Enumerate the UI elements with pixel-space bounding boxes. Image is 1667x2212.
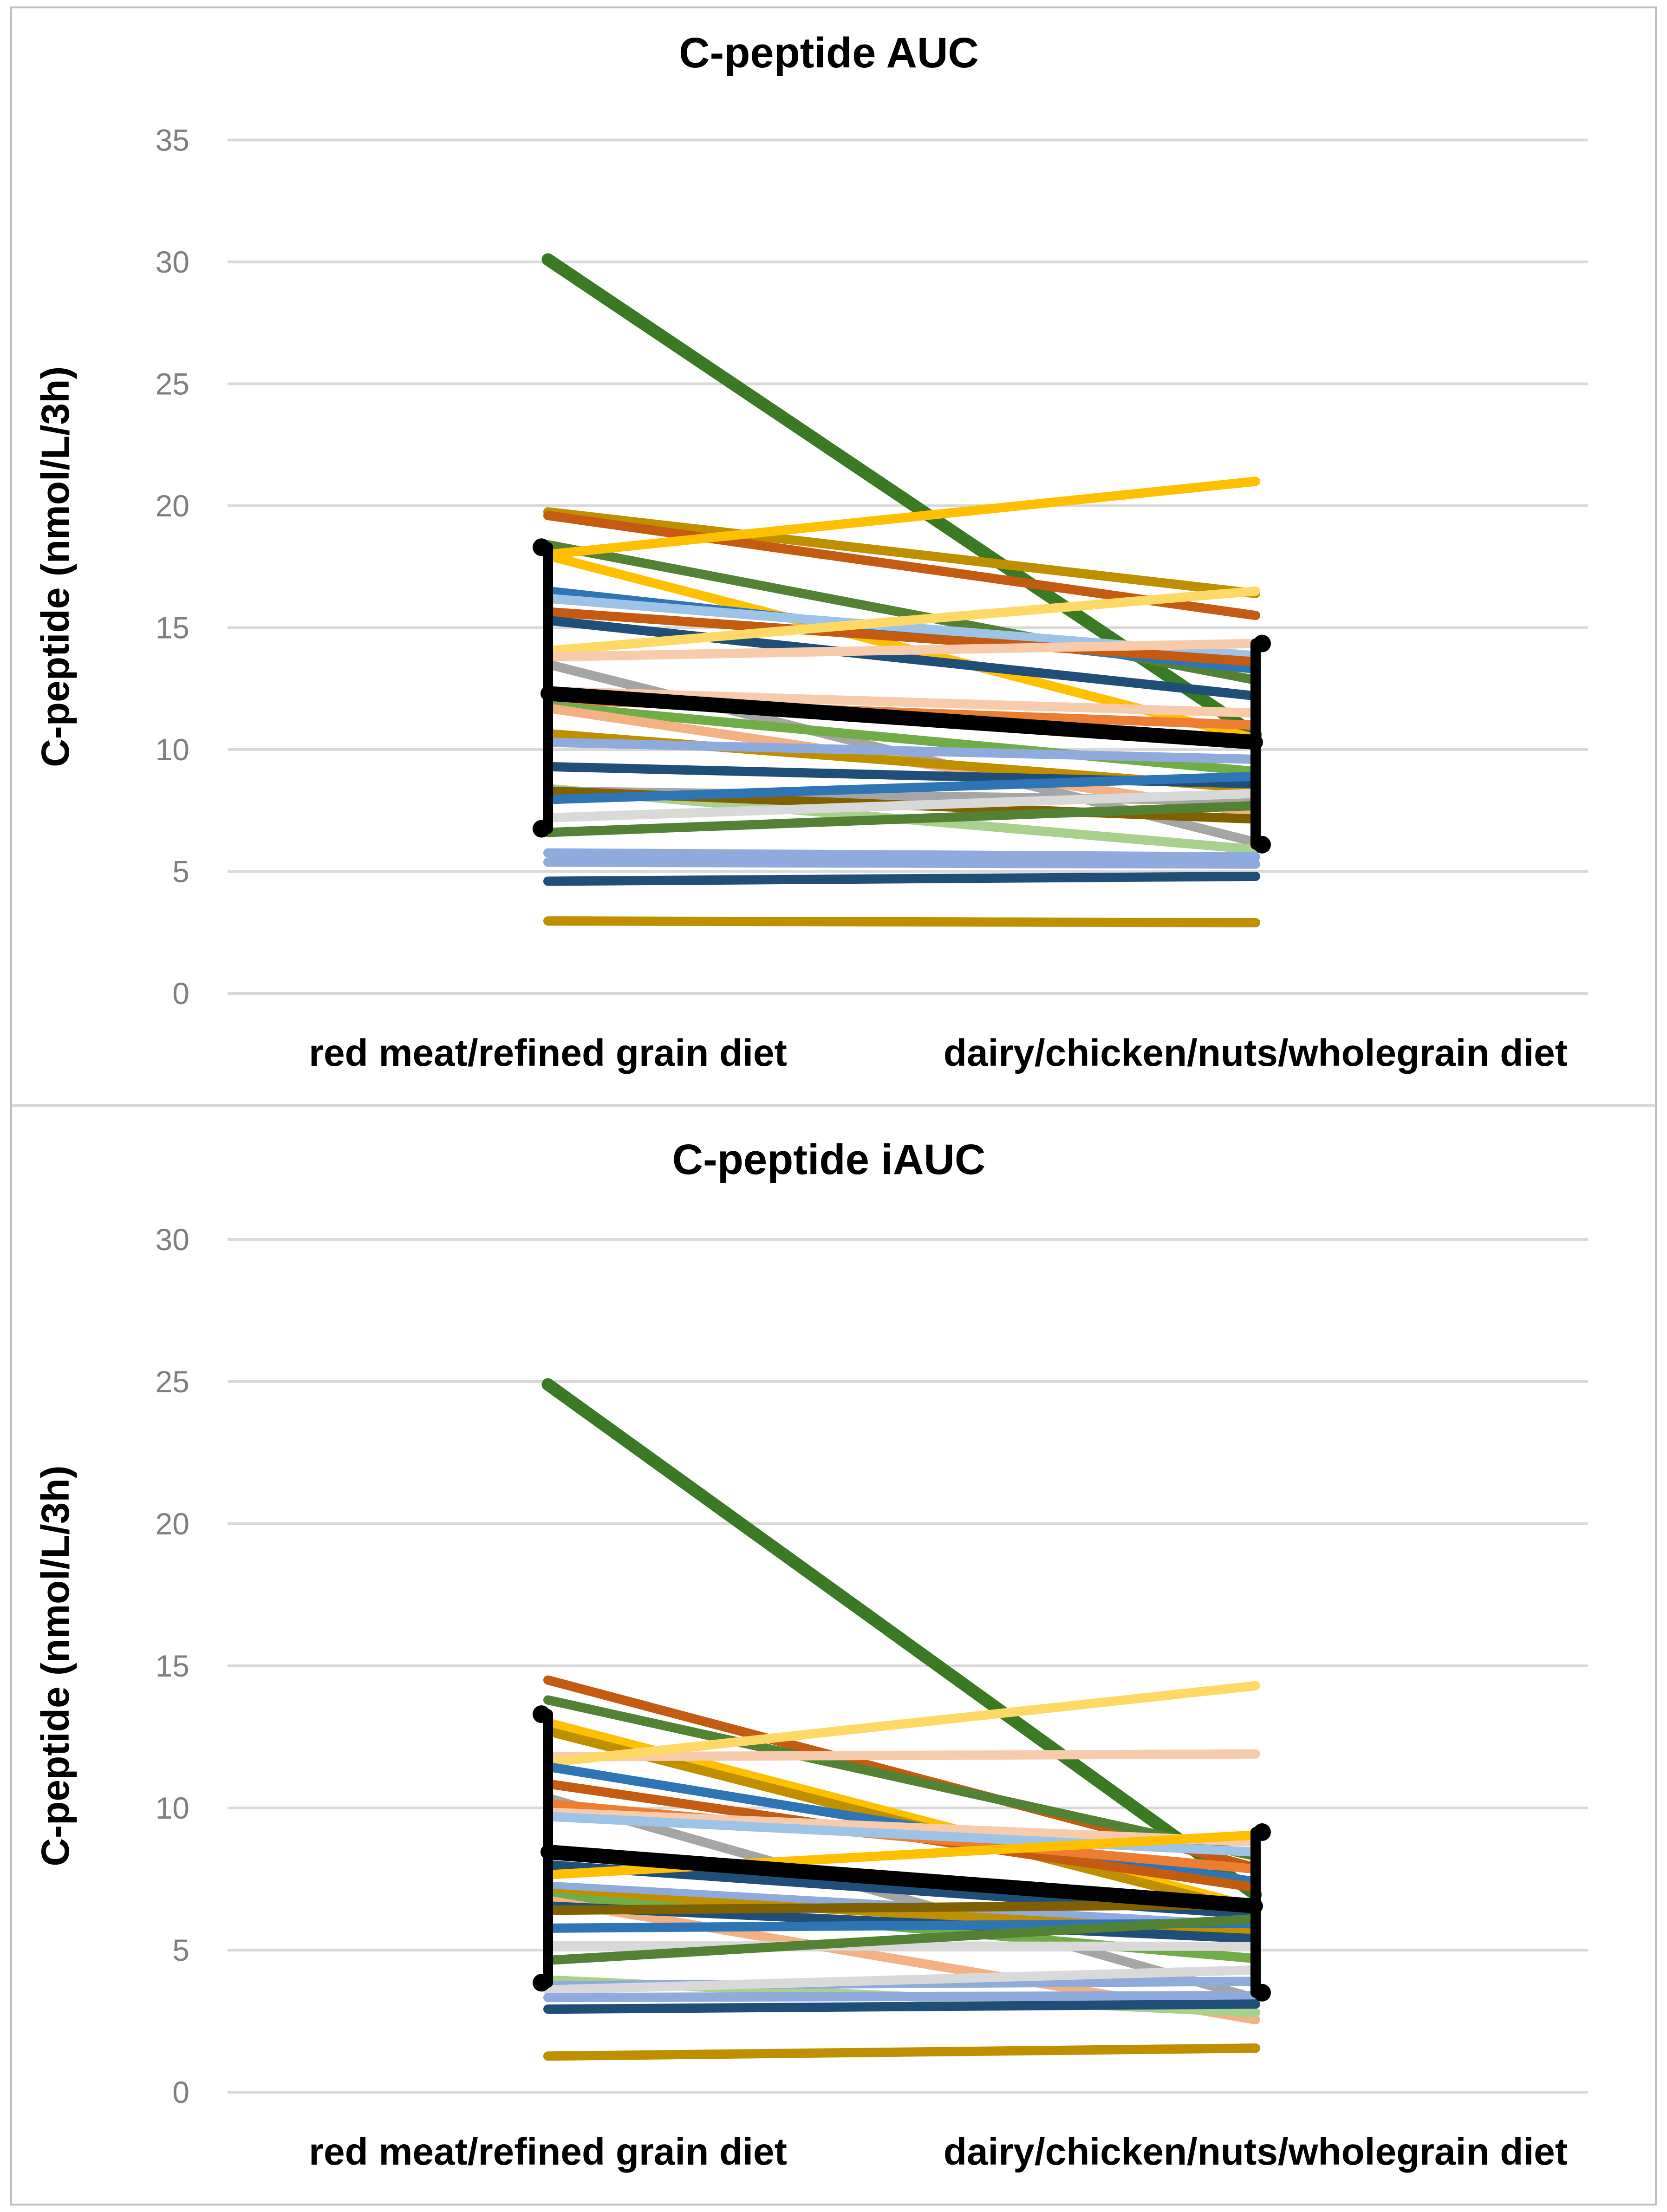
y-axis-tick-label: 5 (172, 1933, 189, 1967)
participant-line (543, 607, 1260, 666)
participant-line (543, 872, 1260, 886)
participant-line (543, 1749, 1260, 1762)
participant-line (543, 507, 1260, 598)
y-axis-title: C-peptide (nmol/L/3h) (33, 1465, 77, 1866)
y-axis-tick-label: 5 (172, 855, 189, 889)
participant-line (543, 1914, 1260, 1965)
error-bar-cap-bottom (1253, 1984, 1271, 2002)
participant-line (543, 789, 1260, 822)
mean-line (540, 686, 1263, 750)
mean-line (540, 1844, 1263, 1914)
error-bar-cap-bottom (533, 1974, 550, 1992)
y-axis-tick-label: 0 (172, 976, 189, 1011)
y-axis-tick-label: 10 (156, 1791, 189, 1825)
x-category-label: red meat/refined grain diet (309, 1032, 787, 1074)
y-axis-tick-label: 25 (156, 1364, 189, 1399)
y-axis-tick-label: 15 (156, 611, 189, 645)
participant-line (543, 476, 1260, 559)
participant-line (543, 1793, 1260, 2003)
panel-divider (12, 1104, 1655, 1107)
participant-line (543, 639, 1260, 662)
y-axis-tick-label: 25 (156, 367, 189, 401)
error-bar-cap-top (533, 538, 550, 556)
participant-line (543, 857, 1260, 869)
y-axis-tick-label: 20 (156, 1507, 189, 1541)
participant-line (543, 615, 1260, 701)
participant-line (541, 1378, 1262, 1901)
chart-cpeptide-auc: 0 5 10 15 20 25 30 35 C-peptide AUC C-peptide (nm… (33, 29, 1588, 1074)
y-axis-tick-label: 20 (156, 489, 189, 523)
chart-cpeptide-iauc: 0 5 10 15 20 25 30 C-peptide iAUC C-peptide (nmo… (0, 1107, 1667, 2212)
error-bar-cap-top (1253, 1823, 1271, 1841)
y-axis-tick-label: 30 (156, 245, 189, 279)
participant-line (543, 1695, 1260, 1861)
error-bar-cap-bottom (533, 820, 550, 838)
participant-line (543, 1681, 1260, 1768)
participant-line (543, 916, 1260, 927)
y-axis-tick-label: 30 (156, 1222, 189, 1257)
x-category-label: dairy/chicken/nuts/wholegrain diet (944, 2131, 1568, 2173)
participant-line (543, 586, 1260, 656)
x-category-label: red meat/refined grain diet (309, 2131, 787, 2173)
x-category-label: dairy/chicken/nuts/wholegrain diet (944, 1032, 1568, 1074)
participant-line (543, 737, 1260, 764)
chart-title: C-peptide iAUC (672, 1136, 986, 1183)
error-bar-cap-top (533, 1705, 550, 1723)
participant-line (543, 771, 1260, 804)
participant-line (543, 1990, 1260, 2003)
participant-line (543, 1900, 1260, 1915)
error-bar-cap-top (1253, 634, 1271, 653)
participant-line (543, 848, 1260, 861)
y-axis-tick-label: 15 (156, 1649, 189, 1683)
chart-title: C-peptide AUC (679, 29, 979, 77)
y-axis-tick-label: 35 (156, 123, 189, 157)
y-axis-title: C-peptide (nmol/L/3h) (33, 366, 77, 767)
y-axis-tick-label: 10 (156, 732, 189, 767)
participant-line (543, 1965, 1260, 1995)
participant-line (543, 2043, 1260, 2061)
participant-line (543, 1999, 1260, 2014)
y-axis-tick-label: 0 (172, 2075, 189, 2109)
error-bar-cap-bottom (1253, 835, 1271, 854)
participant-line (543, 801, 1260, 837)
